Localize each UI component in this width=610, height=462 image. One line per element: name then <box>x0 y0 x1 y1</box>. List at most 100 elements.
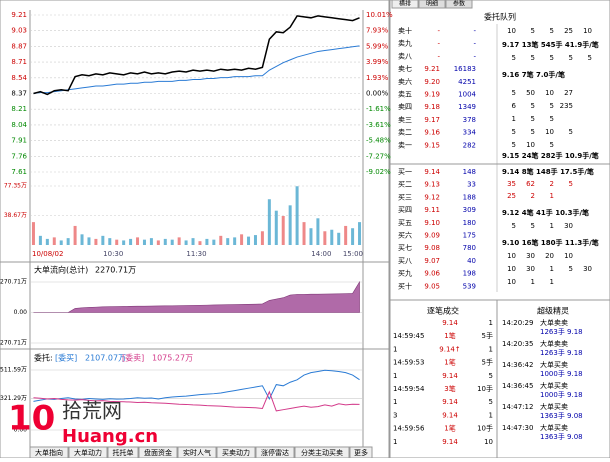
book-volume: 175 <box>463 232 476 240</box>
queue-cell: 5 <box>569 180 573 188</box>
volume-bar <box>80 234 84 245</box>
alert-type: 大单买卖 <box>540 381 568 390</box>
volume-bar <box>142 239 146 245</box>
queue-cell: 5 <box>512 128 516 136</box>
volume-bar <box>149 238 153 245</box>
alert-detail: 1000手 9.18 <box>540 390 583 399</box>
tab[interactable] <box>391 0 419 9</box>
buy-line <box>33 369 360 402</box>
y-tick-label: 8.87 <box>11 42 27 50</box>
queue-cell: 30 <box>526 252 535 260</box>
y2-tick-label: -3.61% <box>366 121 391 129</box>
book-price: - <box>437 27 440 35</box>
queue-cell: 5 <box>531 102 535 110</box>
book-volume: 180 <box>463 219 476 227</box>
watermark-name: 拾荒网 <box>62 399 122 423</box>
volume-bar <box>122 240 126 245</box>
trade-cell: 1笔 <box>444 358 455 367</box>
book-label: 买四 <box>398 206 412 214</box>
book-label: 买七 <box>398 243 412 252</box>
queue-head: 9.10 16笔 180手 11.3手/笔 <box>502 238 599 247</box>
tab-label: 托托单 <box>113 448 134 457</box>
book-volume: 188 <box>463 193 476 201</box>
book-price: 9.06 <box>424 270 440 278</box>
book-volume: - <box>473 52 476 60</box>
volume-bar <box>344 225 348 245</box>
book-label: 卖十 <box>398 26 412 35</box>
volume-bar <box>253 235 257 245</box>
queue-cell: 20 <box>545 252 554 260</box>
book-volume: 309 <box>463 206 476 214</box>
tab[interactable] <box>445 0 473 9</box>
queue-cell: 1 <box>550 278 554 286</box>
y2-tick-label: 0.00% <box>366 90 389 98</box>
trade-cell: 3笔 <box>444 384 455 393</box>
queue-cell: 6 <box>512 102 517 110</box>
volume-bar <box>108 238 112 245</box>
avg-line <box>33 45 360 94</box>
queue-cell: 30 <box>583 265 592 273</box>
y-tick-label: 77.35万 <box>4 183 27 190</box>
tab-label: 横排 <box>399 0 411 8</box>
volume-bar <box>337 232 341 245</box>
queue-cell: 5 <box>512 54 516 62</box>
book-label: 卖三 <box>398 116 412 124</box>
queue-cell: 30 <box>564 222 573 230</box>
book-price: 9.20 <box>424 78 440 86</box>
trade-cell: 9.14 <box>442 438 458 446</box>
book-volume: 33 <box>467 181 476 189</box>
alert-time: 14:47:12 <box>502 403 533 411</box>
queue-cell: 1 <box>550 192 554 200</box>
volume-bar <box>115 239 119 245</box>
book-volume: 539 <box>463 282 476 290</box>
alert-type: 大单买卖 <box>540 423 568 432</box>
book-volume: 378 <box>463 116 476 124</box>
panel-title: 委托: <box>34 353 53 363</box>
volume-bar <box>156 240 160 245</box>
panel-title: 逐笔成交 <box>427 306 459 316</box>
x-tick-label: 14:00 <box>311 250 331 258</box>
book-volume: 148 <box>463 168 476 176</box>
book-price: 9.09 <box>424 232 440 240</box>
book-price: 9.15 <box>424 141 440 149</box>
queue-cell: 10 <box>545 128 554 136</box>
legend: 2107.07万 <box>85 354 126 363</box>
y-tick-label: -2270.71万 <box>0 340 27 347</box>
alert-detail: 1363手 9.08 <box>540 432 583 441</box>
book-label: 买二 <box>398 181 412 189</box>
volume-bar <box>247 236 251 245</box>
tab[interactable] <box>418 0 446 9</box>
volume-bar <box>240 234 244 245</box>
y-tick-label: 0.00 <box>14 427 28 434</box>
book-price: 9.10 <box>424 219 440 227</box>
book-label: 买三 <box>398 193 412 201</box>
queue-cell: 5 <box>569 54 573 62</box>
book-label: 卖一 <box>398 141 412 149</box>
volume-bar <box>45 238 49 245</box>
tab-label: 涨停雷达 <box>261 448 289 457</box>
alert-detail: 1000手 9.18 <box>540 369 583 378</box>
queue-cell: 25 <box>564 27 573 35</box>
queue-cell: 10 <box>583 27 592 35</box>
volume-bar <box>129 238 133 245</box>
book-label: 卖九 <box>398 39 412 48</box>
queue-cell: 25 <box>507 192 516 200</box>
trade-cell: 10 <box>484 438 493 446</box>
y-tick-label: 1321.29万 <box>0 395 27 402</box>
volume-bar <box>260 231 264 245</box>
queue-cell: 2 <box>550 180 554 188</box>
queue-cell: 50 <box>526 89 535 97</box>
book-price: 9.11 <box>424 206 440 214</box>
volume-bar <box>59 240 63 245</box>
queue-cell: 30 <box>526 265 535 273</box>
book-price: 9.14 <box>424 168 440 176</box>
volume-bar <box>136 237 140 245</box>
trade-cell: 9.14 <box>442 372 458 380</box>
queue-cell: 2 <box>531 192 535 200</box>
alert-time: 14:20:29 <box>502 319 533 327</box>
y2-tick-label: 3.99% <box>366 58 389 66</box>
legend: [委卖] <box>122 353 144 363</box>
volume-bar <box>101 235 105 245</box>
volume-bar <box>170 239 174 245</box>
